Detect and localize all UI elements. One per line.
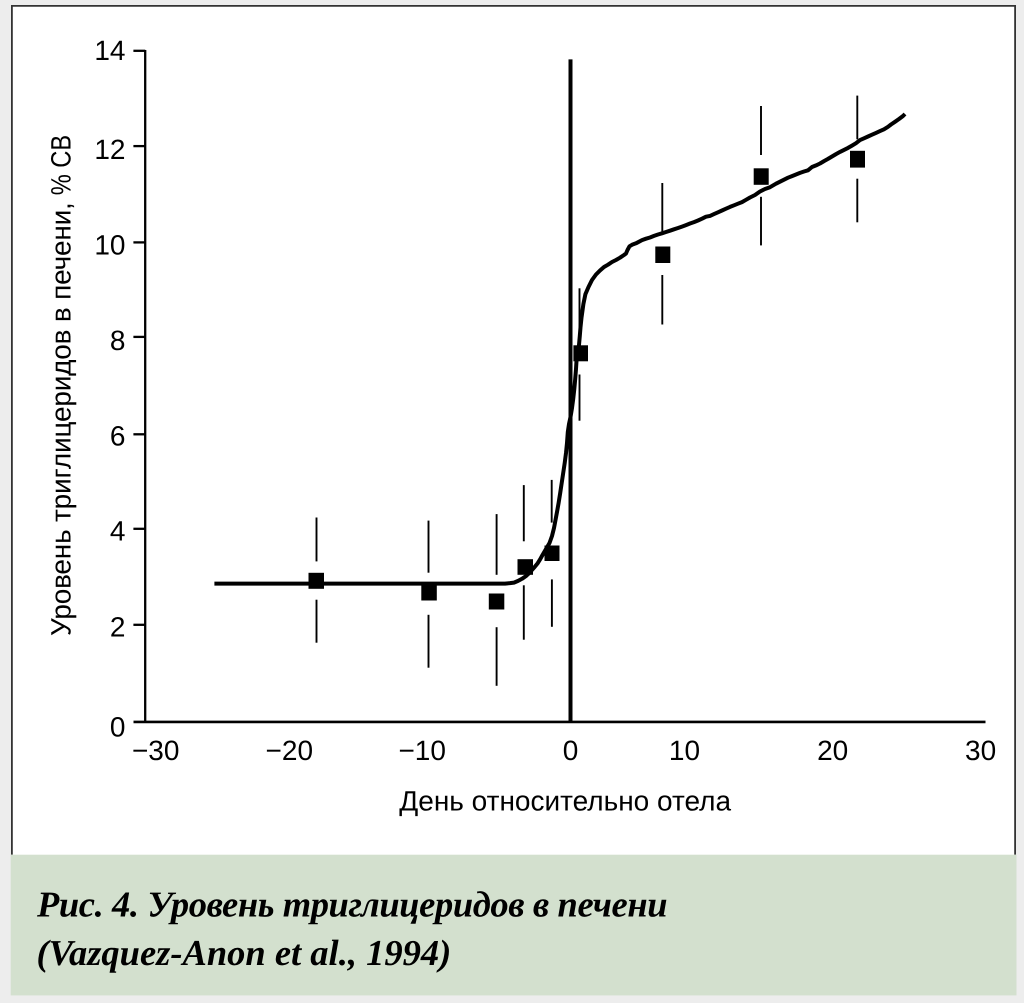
svg-text:6: 6 [110, 420, 126, 451]
svg-text:% СВ: % СВ [46, 135, 77, 196]
svg-text:0: 0 [563, 735, 579, 766]
svg-text:2: 2 [110, 611, 126, 642]
svg-text:14: 14 [94, 35, 125, 66]
svg-text:4: 4 [110, 515, 126, 546]
svg-text:−10: −10 [398, 735, 446, 766]
svg-text:20: 20 [817, 735, 848, 766]
svg-text:Рис. 4. Уровень триглицеридов: Рис. 4. Уровень триглицеридов в печени [36, 884, 667, 925]
svg-text:10: 10 [94, 229, 125, 260]
svg-text:Уровень триглицеридов в печени: Уровень триглицеридов в печени, [46, 202, 77, 636]
svg-text:30: 30 [965, 735, 996, 766]
svg-text:День относительно отела: День относительно отела [399, 786, 731, 817]
svg-text:−30: −30 [132, 735, 180, 766]
svg-text:12: 12 [94, 134, 125, 165]
svg-text:−20: −20 [266, 735, 314, 766]
svg-text:(Vazquez-Anon et al., 1994): (Vazquez-Anon et al., 1994) [37, 932, 452, 973]
svg-text:0: 0 [110, 712, 126, 743]
svg-text:8: 8 [110, 325, 126, 356]
svg-text:10: 10 [669, 735, 700, 766]
